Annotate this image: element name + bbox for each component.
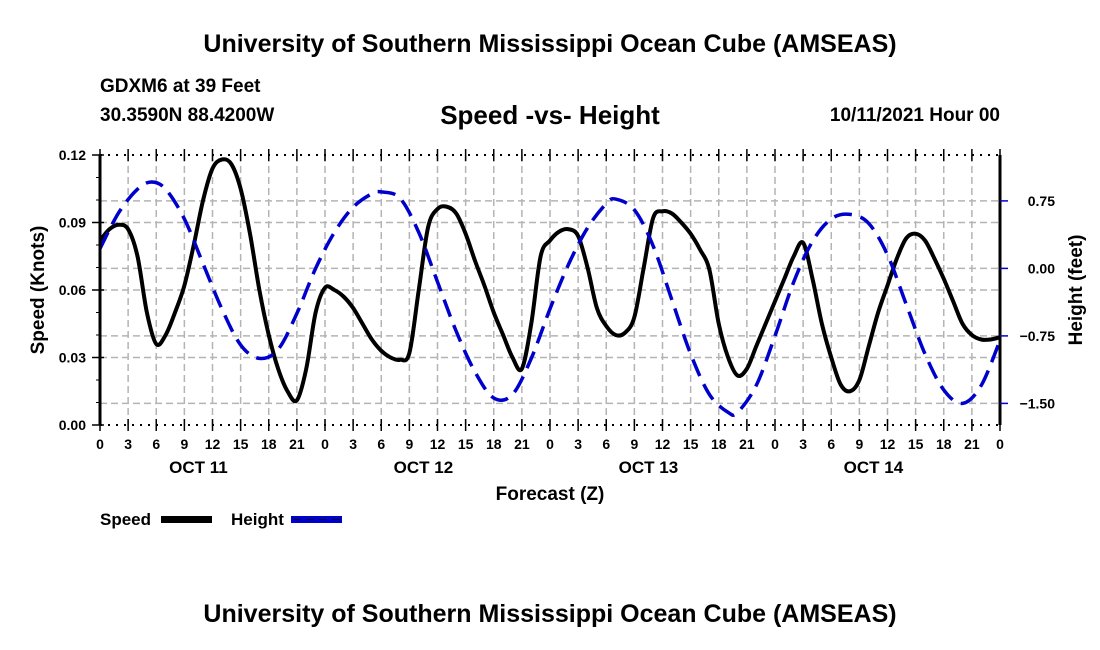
- series-line-height: [98, 180, 1002, 417]
- legend: Speed Height: [100, 510, 342, 529]
- y2-axis-title: Height (feet): [1066, 235, 1087, 346]
- y2-tick-label: −0.75: [1020, 328, 1056, 344]
- x-tick-label: 15: [683, 436, 699, 452]
- x-tick-label: 21: [289, 436, 305, 452]
- coordinates-label: 30.3590N 88.4200W: [100, 105, 275, 126]
- x-day-label: OCT 11: [169, 458, 228, 477]
- x-tick-label: 18: [936, 436, 952, 452]
- x-day-label: OCT 14: [844, 458, 904, 477]
- y-tick-label: 0.06: [59, 282, 86, 298]
- x-tick-label: 3: [349, 436, 357, 452]
- y-tick-label: 0.03: [59, 350, 86, 366]
- x-tick-label: 0: [96, 436, 104, 452]
- y2-tick-label: 0.75: [1028, 193, 1055, 209]
- y-tick-label: 0.00: [59, 417, 86, 433]
- y2-tick-label: −1.50: [1020, 395, 1056, 411]
- x-axis-title: Forecast (Z): [496, 484, 605, 505]
- x-tick-label: 18: [486, 436, 502, 452]
- x-tick-label: 9: [405, 436, 413, 452]
- legend-label-speed: Speed: [100, 510, 151, 529]
- legend-label-height: Height: [231, 510, 284, 529]
- x-tick-label: 3: [124, 436, 132, 452]
- x-tick-label: 6: [377, 436, 385, 452]
- legend-swatch-height: [291, 516, 342, 523]
- grid: [100, 155, 1000, 425]
- y-axis-title: Speed (Knots): [28, 226, 49, 355]
- legend-swatch-speed: [161, 516, 212, 523]
- x-tick-label: 9: [630, 436, 638, 452]
- x-tick-label: 3: [574, 436, 582, 452]
- footer-title: University of Southern Mississippi Ocean…: [203, 600, 897, 628]
- y-tick-label: 0.09: [59, 215, 86, 231]
- series: [98, 157, 1002, 417]
- x-tick-label: 0: [996, 436, 1004, 452]
- y2-tick-label: 0.00: [1028, 260, 1055, 276]
- x-tick-label: 6: [152, 436, 160, 452]
- x-tick-label: 12: [655, 436, 671, 452]
- x-tick-label: 15: [908, 436, 924, 452]
- y-tick-label: 0.12: [59, 147, 86, 163]
- series-line-speed: [98, 157, 1001, 404]
- main-title: University of Southern Mississippi Ocean…: [203, 30, 897, 58]
- x-tick-label: 12: [205, 436, 221, 452]
- x-tick-label: 12: [430, 436, 446, 452]
- chart-title: Speed -vs- Height: [440, 100, 660, 130]
- axes: 0 3 6 9 12 15 18 21 0 3 6 9 12 15 18 21 0 3 6 9 12 15 18 21 0 3 6 9…: [59, 147, 1055, 477]
- x-tick-label: 15: [458, 436, 474, 452]
- x-tick-label: 9: [855, 436, 863, 452]
- forecast-datetime: 10/11/2021 Hour 00: [829, 105, 1000, 126]
- x-tick-label: 6: [602, 436, 610, 452]
- x-tick-label: 21: [964, 436, 980, 452]
- x-tick-label: 12: [880, 436, 896, 452]
- x-tick-label: 18: [711, 436, 727, 452]
- x-tick-label: 0: [546, 436, 554, 452]
- x-tick-label: 15: [233, 436, 249, 452]
- x-tick-label: 3: [799, 436, 807, 452]
- x-day-label: OCT 13: [619, 458, 679, 477]
- x-tick-label: 0: [321, 436, 329, 452]
- x-day-label: OCT 12: [394, 458, 454, 477]
- station-label: GDXM6 at 39 Feet: [100, 76, 261, 97]
- x-tick-label: 0: [771, 436, 779, 452]
- x-tick-label: 6: [827, 436, 835, 452]
- x-tick-label: 21: [514, 436, 530, 452]
- x-tick-label: 18: [261, 436, 277, 452]
- x-tick-label: 21: [739, 436, 755, 452]
- x-tick-label: 9: [180, 436, 188, 452]
